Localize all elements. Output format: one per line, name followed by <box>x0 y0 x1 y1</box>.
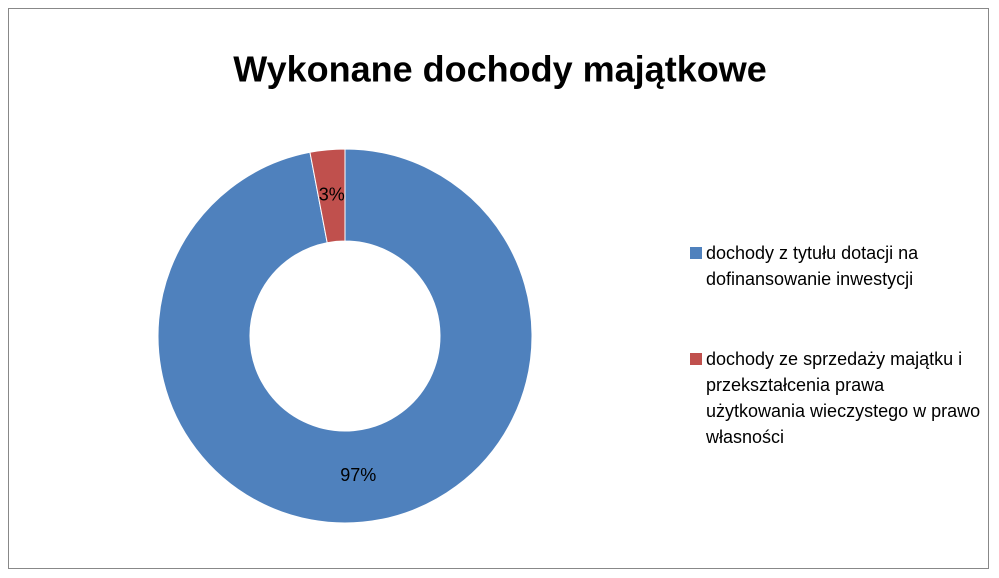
legend-label: dochody z tytułu dotacji na dofinansowan… <box>706 243 919 289</box>
chart-title: Wykonane dochody majątkowe <box>233 49 766 90</box>
legend-swatch <box>690 353 702 365</box>
data-label: 97% <box>340 465 376 485</box>
data-label: 3% <box>319 184 345 204</box>
legend-label: dochody ze sprzedaży majątku i przekszta… <box>706 349 981 447</box>
legend-item: dochody ze sprzedaży majątku i przekszta… <box>690 346 985 450</box>
donut-slice <box>157 148 533 524</box>
chart-frame <box>8 8 989 569</box>
legend-swatch <box>690 247 702 259</box>
legend-item: dochody z tytułu dotacji na dofinansowan… <box>690 240 985 292</box>
donut-slice <box>309 148 346 244</box>
